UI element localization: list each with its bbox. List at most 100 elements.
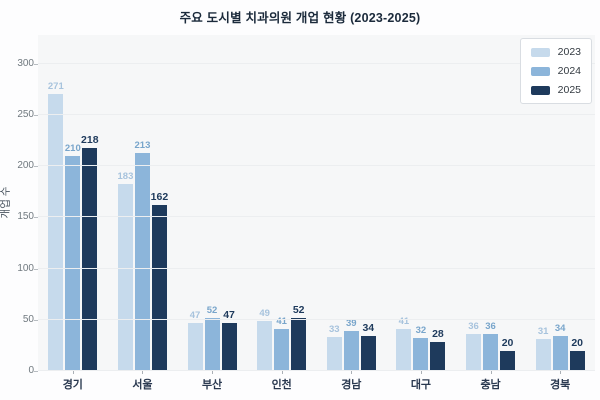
y-tick-mark-300 (34, 64, 38, 65)
bar-value-label: 32 (415, 325, 427, 336)
bar-group-1: 271 210 218 (38, 35, 108, 371)
x-cell-5: 경남 (317, 371, 387, 392)
bar-2023: 31 (535, 326, 551, 371)
bar-2023: 36 (466, 321, 482, 371)
x-cell-6: 대구 (386, 371, 456, 392)
bar-value-label: 47 (223, 309, 235, 321)
bar-value-label: 28 (432, 328, 444, 340)
y-tick-mark-100 (34, 269, 38, 270)
bar-2025: 218 (81, 134, 99, 371)
legend-swatch-2024 (530, 66, 550, 76)
x-axis-label-6: 대구 (410, 379, 432, 391)
x-tick-mark (490, 371, 492, 374)
legend-swatch-2025 (530, 85, 550, 95)
chart-title: 주요 도시별 치과의원 개업 현황 (2023-2025) (179, 11, 421, 25)
gridline-150 (38, 216, 595, 217)
x-tick-mark (142, 371, 144, 374)
y-tick-label-100: 100 (17, 263, 34, 274)
bar-value-label: 34 (362, 322, 375, 334)
bar-value-label: 20 (571, 337, 584, 349)
bar-value-label: 36 (468, 321, 479, 332)
bar-2025: 162 (151, 191, 168, 371)
y-tick-mark-200 (34, 166, 38, 167)
bar-value-label: 52 (292, 304, 305, 316)
bar-2024: 34 (552, 323, 568, 371)
x-tick-mark (420, 371, 422, 374)
bar-groups-container: 271 210 218 183 213 162 47 52 47 49 41 52 33 39 34 41 32… (38, 35, 595, 371)
legend-item-2023: 2023 (530, 46, 581, 58)
y-axis-title: 개업 수 (0, 186, 12, 219)
y-tick-label-0: 0 (28, 365, 34, 376)
x-tick-mark (72, 371, 74, 374)
x-cell-4: 인천 (247, 371, 317, 392)
bar-value-label: 33 (329, 324, 340, 335)
y-tick-mark-150 (34, 217, 38, 218)
x-tick-mark (281, 371, 283, 374)
x-axis-label-7: 충남 (480, 379, 501, 391)
bar-2024: 36 (483, 321, 499, 371)
bar-group-5: 33 39 34 (317, 35, 387, 371)
bar-2023: 183 (118, 171, 133, 371)
bar-2025: 47 (221, 309, 237, 371)
bar-value-label: 41 (398, 316, 410, 327)
x-cell-2: 서울 (108, 371, 178, 392)
legend: 2023 2024 2025 (519, 38, 592, 104)
bar-2024: 32 (413, 325, 429, 371)
bar-2023: 41 (396, 316, 412, 371)
legend-swatch-2023 (530, 47, 550, 57)
bar-value-label: 36 (485, 321, 496, 332)
bar-group-3: 47 52 47 (177, 35, 247, 371)
x-axis-label-3: 부산 (201, 379, 223, 391)
legend-label-2025: 2025 (557, 84, 581, 96)
bar-2025: 20 (500, 337, 516, 371)
bar-value-label: 210 (64, 143, 81, 154)
y-tick-label-150: 150 (17, 211, 34, 222)
x-axis-label-8: 경북 (550, 379, 571, 391)
bar-value-label: 41 (276, 316, 287, 327)
x-axis: 경기 서울 부산 인천 경남 대구 충남 경북 (38, 371, 595, 392)
plot-area: 271 210 218 183 213 162 47 52 47 49 41 52 33 39 34 41 32… (38, 35, 595, 371)
bar-value-label: 39 (346, 318, 357, 329)
x-axis-label-4: 인천 (271, 379, 292, 391)
gridline-250 (38, 114, 595, 115)
bar-2025: 34 (360, 322, 376, 371)
bar-value-label: 183 (117, 171, 134, 182)
x-axis-label-5: 경남 (341, 379, 362, 391)
x-cell-8: 경북 (525, 371, 595, 392)
x-axis-label-1: 경기 (62, 379, 83, 391)
y-tick-mark-250 (34, 115, 38, 116)
bar-2023: 49 (257, 308, 273, 371)
x-tick-mark (212, 371, 214, 374)
bar-group-2: 183 213 162 (108, 35, 178, 371)
x-cell-1: 경기 (38, 371, 108, 392)
bar-value-label: 47 (189, 310, 201, 321)
bar-value-label: 162 (150, 191, 169, 203)
gridline-100 (38, 268, 595, 269)
bar-2023: 47 (187, 310, 203, 371)
bar-group-7: 36 36 20 (456, 35, 526, 371)
y-tick-label-250: 250 (17, 109, 34, 120)
y-tick-label-300: 300 (17, 58, 34, 69)
gridline-300 (38, 63, 595, 64)
bar-group-4: 49 41 52 (247, 35, 317, 371)
bar-value-label: 213 (134, 140, 151, 151)
x-cell-3: 부산 (177, 371, 247, 392)
bar-value-label: 31 (537, 326, 549, 337)
x-tick-mark (351, 371, 353, 374)
y-tick-label-200: 200 (17, 160, 34, 171)
gridline-0 (38, 370, 595, 371)
bar-2024: 213 (135, 140, 150, 371)
x-axis-label-2: 서울 (132, 379, 153, 391)
bar-2024: 210 (65, 143, 81, 371)
bar-2025: 52 (291, 304, 307, 371)
legend-item-2025: 2025 (530, 84, 581, 96)
bar-2025: 20 (569, 337, 585, 371)
bar-value-label: 34 (554, 323, 566, 334)
y-tick-mark-50 (34, 320, 38, 321)
bar-value-label: 271 (47, 81, 64, 92)
bar-value-label: 49 (259, 308, 270, 319)
y-tick-label-50: 50 (22, 314, 34, 325)
bar-2023: 33 (326, 324, 342, 371)
bar-value-label: 20 (501, 337, 514, 349)
